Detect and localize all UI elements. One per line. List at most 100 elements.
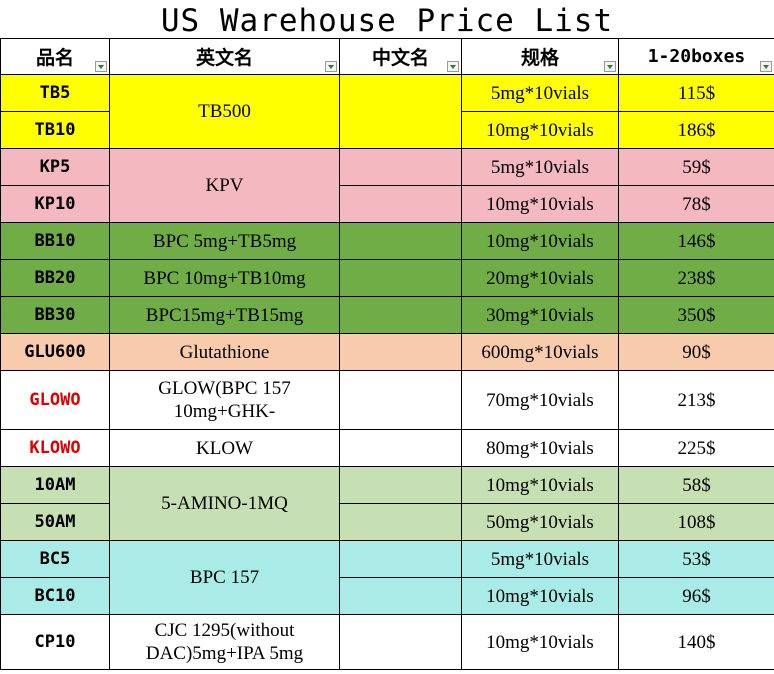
- table-row: BB30 BPC15mg+TB15mg 30mg*10vials 350$: [0, 296, 774, 334]
- table-row: KLOWO KLOW 80mg*10vials 225$: [0, 429, 774, 467]
- product-code-cell[interactable]: KLOWO: [0, 429, 110, 467]
- chinese-name-cell[interactable]: [339, 222, 462, 260]
- english-name-cell[interactable]: KLOW: [109, 429, 340, 467]
- product-code-cell[interactable]: BB10: [0, 222, 110, 260]
- column-header-code-label: 品名: [35, 47, 74, 69]
- chinese-name-cell[interactable]: [339, 333, 462, 371]
- filter-dropdown-icon[interactable]: [95, 61, 107, 72]
- english-name-line: 10mg+GHK-: [173, 401, 276, 422]
- chinese-name-cell[interactable]: [339, 259, 462, 297]
- english-name-cell[interactable]: BPC15mg+TB15mg: [109, 296, 340, 334]
- price-cell[interactable]: 213$: [618, 370, 774, 430]
- spec-cell[interactable]: 10mg*10vials: [461, 111, 619, 149]
- english-name-cell[interactable]: TB500: [109, 74, 340, 149]
- table-row: 50AM 50mg*10vials 108$: [0, 503, 774, 541]
- english-name-cell[interactable]: BPC 157: [109, 540, 340, 615]
- price-cell[interactable]: 90$: [618, 333, 774, 371]
- english-name-cell[interactable]: 5-AMINO-1MQ: [109, 466, 340, 541]
- table-row: KP10 10mg*10vials 78$: [0, 185, 774, 223]
- price-cell[interactable]: 225$: [618, 429, 774, 467]
- price-table: 品名 英文名 中文名 规格 1-20boxes TB5 TB500 5mg*10…: [0, 38, 774, 670]
- chinese-name-cell[interactable]: [339, 185, 462, 223]
- product-code-cell[interactable]: BB20: [0, 259, 110, 297]
- product-code-cell[interactable]: BC5: [0, 540, 110, 578]
- table-row: CP10 CJC 1295(without DAC)5mg+IPA 5mg 10…: [0, 614, 774, 670]
- product-code-cell[interactable]: GLU600: [0, 333, 110, 371]
- price-cell[interactable]: 58$: [618, 466, 774, 504]
- spec-cell[interactable]: 10mg*10vials: [461, 577, 619, 615]
- english-name-cell[interactable]: BPC 10mg+TB10mg: [109, 259, 340, 297]
- page-title: US Warehouse Price List: [160, 3, 614, 39]
- price-cell[interactable]: 53$: [618, 540, 774, 578]
- product-code-cell[interactable]: TB5: [0, 74, 110, 112]
- table-row: TB5 TB500 5mg*10vials 115$: [0, 74, 774, 149]
- spec-cell[interactable]: 600mg*10vials: [461, 333, 619, 371]
- spec-cell[interactable]: 50mg*10vials: [461, 503, 619, 541]
- product-code-cell[interactable]: KP5: [0, 148, 110, 186]
- price-cell[interactable]: 96$: [618, 577, 774, 615]
- column-header-english-name: 英文名: [109, 38, 340, 75]
- english-name-line: DAC)5mg+IPA 5mg: [145, 643, 304, 664]
- price-cell[interactable]: 59$: [618, 148, 774, 186]
- price-cell[interactable]: 146$: [618, 222, 774, 260]
- spec-cell[interactable]: 10mg*10vials: [461, 185, 619, 223]
- column-header-price: 1-20boxes: [618, 38, 774, 75]
- price-cell[interactable]: 350$: [618, 296, 774, 334]
- spec-cell[interactable]: 80mg*10vials: [461, 429, 619, 467]
- spec-cell[interactable]: 5mg*10vials: [461, 148, 619, 186]
- price-cell[interactable]: 238$: [618, 259, 774, 297]
- filter-dropdown-icon[interactable]: [604, 61, 616, 72]
- chinese-name-cell[interactable]: [339, 429, 462, 467]
- price-cell[interactable]: 115$: [618, 74, 774, 112]
- chinese-name-cell[interactable]: [339, 370, 462, 430]
- english-name-cell[interactable]: Glutathione: [109, 333, 340, 371]
- chinese-name-cell[interactable]: [339, 74, 462, 149]
- column-header-english-name-label: 英文名: [195, 47, 253, 69]
- table-row: KP5 KPV 5mg*10vials 59$: [0, 148, 774, 223]
- spec-cell[interactable]: 70mg*10vials: [461, 370, 619, 430]
- spec-cell[interactable]: 5mg*10vials: [461, 540, 619, 578]
- table-row: GLOWO GLOW(BPC 157 10mg+GHK- 70mg*10vial…: [0, 370, 774, 430]
- english-name-cell[interactable]: GLOW(BPC 157 10mg+GHK-: [109, 370, 340, 430]
- product-code-cell[interactable]: BC10: [0, 577, 110, 615]
- product-code-cell[interactable]: TB10: [0, 111, 110, 149]
- price-cell[interactable]: 78$: [618, 185, 774, 223]
- spec-cell[interactable]: 10mg*10vials: [461, 466, 619, 504]
- spec-cell[interactable]: 10mg*10vials: [461, 222, 619, 260]
- table-row: BB10 BPC 5mg+TB5mg 10mg*10vials 146$: [0, 222, 774, 260]
- spec-cell[interactable]: 10mg*10vials: [461, 614, 619, 670]
- column-header-chinese-name-label: 中文名: [371, 47, 429, 69]
- product-code-cell[interactable]: 50AM: [0, 503, 110, 541]
- filter-dropdown-icon[interactable]: [447, 61, 459, 72]
- product-code-cell[interactable]: CP10: [0, 614, 110, 670]
- english-name-cell[interactable]: BPC 5mg+TB5mg: [109, 222, 340, 260]
- table-row: BB20 BPC 10mg+TB10mg 20mg*10vials 238$: [0, 259, 774, 297]
- chinese-name-cell[interactable]: [339, 577, 462, 615]
- chinese-name-cell[interactable]: [339, 503, 462, 541]
- english-name-cell[interactable]: CJC 1295(without DAC)5mg+IPA 5mg: [109, 614, 340, 670]
- product-code-cell[interactable]: KP10: [0, 185, 110, 223]
- table-row: GLU600 Glutathione 600mg*10vials 90$: [0, 333, 774, 371]
- table-row: TB10 10mg*10vials 186$: [0, 111, 774, 149]
- column-header-spec-label: 规格: [520, 47, 559, 69]
- chinese-name-cell[interactable]: [339, 296, 462, 334]
- filter-dropdown-icon[interactable]: [325, 61, 337, 72]
- product-code-cell[interactable]: BB30: [0, 296, 110, 334]
- chinese-name-cell[interactable]: [339, 148, 462, 186]
- spec-cell[interactable]: 20mg*10vials: [461, 259, 619, 297]
- product-code-cell[interactable]: 10AM: [0, 466, 110, 504]
- chinese-name-cell[interactable]: [339, 540, 462, 578]
- english-name-cell[interactable]: KPV: [109, 148, 340, 223]
- price-cell[interactable]: 140$: [618, 614, 774, 670]
- product-code-cell[interactable]: GLOWO: [0, 370, 110, 430]
- spec-cell[interactable]: 5mg*10vials: [461, 74, 619, 112]
- english-name-line: CJC 1295(without: [154, 620, 295, 641]
- header-row: 品名 英文名 中文名 规格 1-20boxes: [0, 38, 774, 75]
- price-cell[interactable]: 108$: [618, 503, 774, 541]
- spec-cell[interactable]: 30mg*10vials: [461, 296, 619, 334]
- filter-dropdown-icon[interactable]: [760, 61, 772, 72]
- price-cell[interactable]: 186$: [618, 111, 774, 149]
- chinese-name-cell[interactable]: [339, 466, 462, 504]
- chinese-name-cell[interactable]: [339, 614, 462, 670]
- english-name-line: GLOW(BPC 157: [158, 378, 291, 399]
